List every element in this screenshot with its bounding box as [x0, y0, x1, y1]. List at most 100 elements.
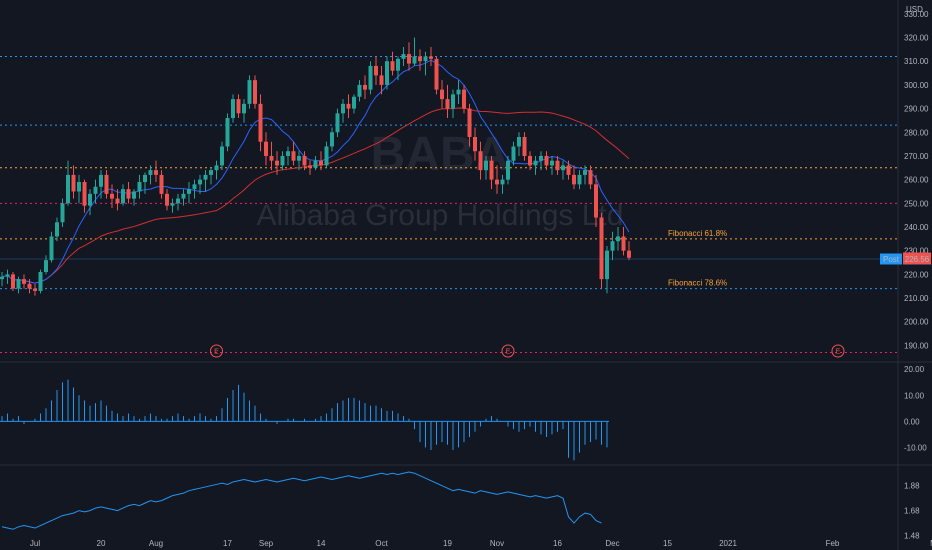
candle-body [478, 151, 483, 171]
candle-body [236, 99, 241, 114]
candle-body [605, 250, 609, 280]
x-tick-label: 17 [223, 539, 232, 548]
candle-body [500, 179, 505, 185]
main-y-tick-label: 310.00 [904, 57, 929, 66]
candle-body [407, 54, 411, 64]
candle-body [473, 137, 477, 152]
candle-body [258, 103, 263, 142]
candle-body [297, 155, 301, 161]
candle-body [33, 288, 37, 291]
candle-body [561, 165, 565, 171]
candle-body [247, 80, 252, 104]
candle-body [264, 141, 268, 156]
candle-body [495, 179, 499, 185]
candle-body [330, 132, 334, 147]
candle-body [198, 179, 202, 185]
candle-body [550, 160, 554, 166]
candle-body [16, 279, 21, 289]
earnings-marker[interactable] [501, 344, 515, 358]
candle-body [440, 89, 444, 100]
candle-body [99, 174, 103, 187]
lower-y-tick-label: 1.48 [904, 532, 920, 541]
main-y-tick-label: 300.00 [904, 81, 929, 90]
candle-body [313, 160, 318, 168]
candle-body [209, 170, 213, 175]
candle-body [577, 174, 582, 185]
candle-body [484, 160, 488, 171]
x-tick-label: 15 [663, 539, 672, 548]
ma-slow-line [1, 107, 630, 284]
lower-indicator-line [1, 471, 602, 530]
x-tick-label: Feb [826, 539, 840, 548]
candle-body [71, 174, 76, 192]
candle-body [38, 272, 43, 291]
candle-body [165, 193, 169, 206]
candle-body [110, 193, 114, 199]
candle-body [462, 89, 466, 109]
candle-body [308, 165, 312, 168]
main-y-tick-label: 250.00 [904, 199, 929, 208]
candle-body [55, 222, 59, 237]
candle-body [137, 182, 142, 192]
lower-y-tick-label: 1.68 [904, 507, 920, 516]
x-tick-label: Aug [149, 539, 163, 548]
candle-body [374, 65, 378, 76]
candle-body [187, 189, 191, 194]
candle-body [77, 182, 81, 192]
candle-body [533, 160, 538, 166]
candle-body [489, 160, 494, 180]
candle-body [572, 174, 576, 185]
watermark-ticker: BABA [371, 128, 510, 181]
candle-body [148, 170, 153, 175]
candle-body [396, 58, 400, 71]
candle-body [82, 182, 87, 206]
candle-body [22, 279, 26, 284]
candle-body [275, 160, 279, 166]
main-y-tick-label: 280.00 [904, 128, 929, 137]
candle-body [423, 56, 428, 62]
candle-body [379, 75, 384, 85]
x-tick-label: Mar [930, 539, 932, 548]
candle-body [385, 61, 389, 85]
candle-body [143, 174, 147, 182]
x-tick-label: 16 [553, 539, 562, 548]
candle-body [357, 84, 362, 97]
fib-label: Fibonacci 78.6% [668, 279, 727, 288]
candle-body [544, 155, 549, 166]
candle-body [363, 84, 367, 90]
candle-body [539, 155, 543, 161]
earnings-marker[interactable] [831, 344, 845, 358]
post-tag-bg [880, 253, 902, 265]
x-tick-label: Dec [605, 539, 619, 548]
candle-body [280, 155, 285, 166]
currency-label: USD [906, 5, 923, 14]
candle-body [627, 250, 631, 258]
x-tick-label: Sep [259, 539, 274, 548]
osc-y-tick-label: 0.00 [904, 417, 920, 426]
earnings-marker[interactable] [210, 344, 223, 358]
candle-body [429, 56, 433, 59]
candle-body [522, 137, 527, 156]
main-y-tick-label: 200.00 [904, 318, 929, 327]
candle-body [616, 236, 620, 242]
main-y-tick-label: 190.00 [904, 341, 929, 350]
candle-body [286, 151, 290, 156]
main-y-tick-label: 210.00 [904, 294, 929, 303]
candle-body [93, 186, 98, 194]
candle-body [44, 260, 48, 272]
close-price-label: 226.56 [905, 255, 930, 264]
candle-body [159, 174, 164, 194]
osc-y-tick-label: 20.00 [904, 365, 925, 374]
main-y-tick-label: 230.00 [904, 247, 929, 256]
candle-body [412, 56, 417, 64]
x-tick-label: 19 [443, 539, 452, 548]
main-y-tick-label: 220.00 [904, 270, 929, 279]
candle-body [60, 203, 65, 223]
candle-body [192, 184, 197, 190]
candle-body [352, 96, 356, 109]
candle-body [324, 146, 329, 166]
candle-body [319, 160, 323, 166]
candle-body [154, 170, 158, 175]
